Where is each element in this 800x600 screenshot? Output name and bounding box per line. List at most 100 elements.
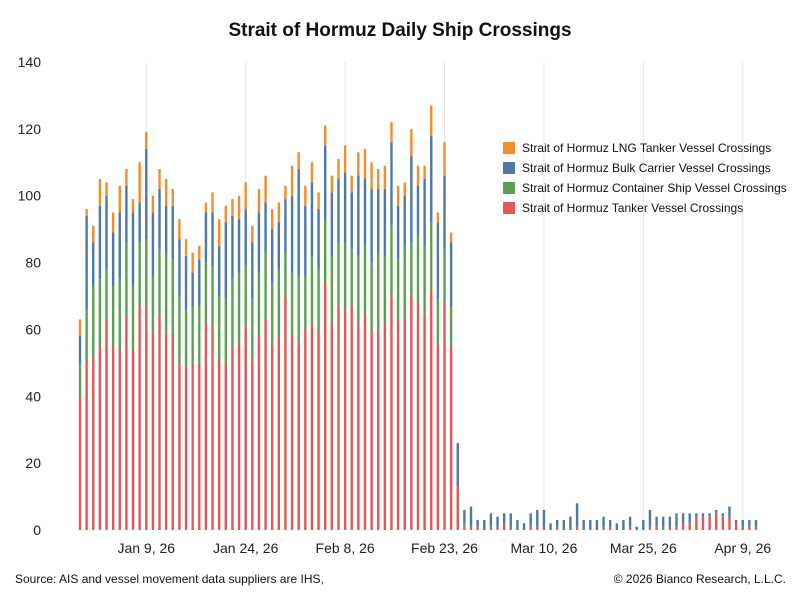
bar-segment-series-0: [449, 346, 453, 530]
bar-segment-series-3: [98, 179, 102, 206]
legend-label-lng: Strait of Hormuz LNG Tanker Vessel Cross…: [522, 141, 772, 155]
bar-segment-series-1: [125, 242, 128, 317]
bar-segment-series-1: [297, 275, 300, 340]
bar-segment-series-1: [85, 309, 88, 360]
bar-segment-series-1: [231, 279, 234, 347]
bar-segment-series-2: [496, 516, 499, 527]
bar-segment-series-2: [118, 212, 121, 280]
bar-segment-series-0: [198, 362, 201, 530]
bar-segment-series-0: [476, 526, 479, 530]
bar-segment-series-0: [628, 526, 632, 530]
bar-segment-series-0: [204, 322, 208, 530]
bar-segment-series-2: [304, 205, 307, 276]
bar-segment-series-3: [284, 185, 287, 200]
bar-segment-series-2: [536, 509, 539, 527]
copyright-note: © 2026 Bianco Research, L.L.C.: [613, 572, 786, 586]
bar-segment-series-0: [324, 282, 327, 530]
bar-segment-series-1: [237, 272, 241, 343]
bar-segment-series-2: [92, 242, 95, 286]
bar-segment-series-1: [151, 275, 155, 333]
bar-segment-series-2: [635, 526, 638, 530]
bar-segment-series-2: [231, 215, 234, 280]
bar-segment-series-3: [138, 162, 141, 203]
bar-segment-series-1: [436, 299, 440, 343]
bar-segment-series-2: [449, 242, 453, 307]
bar-segment-series-2: [350, 192, 353, 250]
bar-segment-series-3: [85, 209, 88, 216]
bar-segment-series-0: [721, 516, 725, 530]
bar-segment-series-0: [602, 526, 605, 530]
bar-segment-series-3: [184, 239, 188, 256]
bar-segment-series-0: [85, 359, 88, 530]
bar-segment-series-2: [721, 513, 725, 517]
bar-segment-series-2: [363, 179, 367, 246]
x-tick-label: Mar 10, 26: [510, 540, 577, 556]
bar-segment-series-0: [681, 523, 685, 530]
bar-segment-series-2: [715, 509, 718, 514]
bar-segment-series-2: [111, 232, 115, 286]
bar-segment-series-0: [244, 326, 247, 530]
y-tick-label: 40: [25, 388, 41, 404]
bar-segment-series-2: [423, 179, 426, 246]
bar-segment-series-2: [648, 509, 652, 527]
bar-segment-series-1: [330, 255, 334, 323]
bar-segment-series-2: [741, 519, 744, 527]
bar-segment-series-1: [390, 225, 393, 296]
bar-segment-series-3: [204, 202, 208, 213]
bar-segment-series-0: [715, 513, 718, 530]
bar-segment-series-0: [145, 306, 148, 530]
bar-segment-series-2: [284, 199, 287, 253]
bar-segment-series-0: [502, 523, 506, 530]
bar-segment-series-2: [164, 205, 168, 253]
bar-segment-series-0: [363, 312, 367, 530]
bar-segment-series-2: [317, 209, 320, 270]
bar-segment-series-2: [178, 239, 181, 296]
bar-segment-series-0: [529, 526, 532, 530]
y-tick-label: 60: [25, 321, 41, 337]
source-note: Source: AIS and vessel movement data sup…: [15, 572, 324, 586]
bar-segment-series-2: [628, 516, 632, 527]
bar-segment-series-0: [370, 329, 373, 530]
bar-segment-series-3: [343, 145, 347, 173]
bar-segment-series-2: [237, 219, 241, 273]
bar-segment-series-0: [164, 332, 168, 530]
bar-segment-series-2: [734, 519, 738, 524]
bar-segment-series-0: [125, 316, 128, 530]
x-tick-label: Feb 23, 26: [411, 540, 478, 556]
bar-segment-series-2: [469, 506, 473, 527]
bar-segment-series-3: [131, 199, 135, 213]
bar-segment-series-3: [237, 195, 241, 220]
bar-segment-series-3: [158, 168, 161, 190]
bar-segment-series-1: [105, 269, 108, 320]
bar-segment-series-2: [483, 519, 486, 530]
bar-segment-series-3: [178, 219, 181, 240]
legend-label-bulk-carrier: Strait of Hormuz Bulk Carrier Vessel Cro…: [522, 161, 771, 175]
x-axis-ticks: Jan 9, 26 Jan 24, 26 Feb 8, 26 Feb 23, 26 Ma…: [117, 540, 771, 556]
bar-segment-series-0: [251, 359, 254, 530]
bar-segment-series-0: [430, 289, 433, 530]
y-tick-label: 20: [25, 455, 41, 471]
bar-segment-series-0: [423, 312, 426, 530]
chart-title: Strait of Hormuz Daily Ship Crossings: [228, 20, 572, 41]
bar-segment-series-0: [284, 296, 287, 530]
bar-segment-series-1: [290, 272, 294, 337]
bar-segment-series-1: [370, 262, 373, 330]
bar-segment-series-3: [277, 202, 281, 223]
bar-segment-series-1: [204, 262, 208, 323]
bar-segment-series-3: [304, 185, 307, 206]
bar-segment-series-2: [390, 142, 393, 226]
bar-segment-series-2: [456, 443, 459, 487]
bar-segment-series-0: [231, 346, 234, 530]
bar-segment-series-3: [111, 212, 115, 233]
bar-segment-series-2: [138, 202, 141, 243]
bar-segment-series-2: [224, 222, 228, 300]
bar-segment-series-3: [151, 195, 155, 213]
bar-segment-series-2: [171, 205, 174, 260]
legend-label-tanker: Strait of Hormuz Tanker Vessel Crossings: [522, 201, 744, 215]
bar-segment-series-2: [270, 229, 274, 283]
bar-segment-series-3: [423, 165, 426, 179]
bar-segment-series-0: [118, 349, 121, 530]
bar-segment-series-0: [688, 523, 691, 530]
y-tick-label: 120: [18, 121, 42, 137]
bar-segment-series-0: [337, 306, 340, 530]
